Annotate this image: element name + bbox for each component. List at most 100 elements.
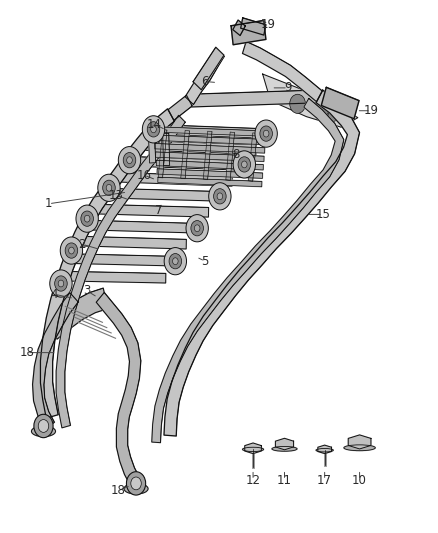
Text: 16: 16 bbox=[136, 168, 152, 182]
Circle shape bbox=[169, 254, 182, 269]
Polygon shape bbox=[276, 438, 293, 450]
Circle shape bbox=[173, 258, 178, 264]
Circle shape bbox=[241, 161, 247, 168]
Circle shape bbox=[260, 126, 272, 141]
Text: 8: 8 bbox=[232, 148, 239, 161]
Circle shape bbox=[131, 477, 141, 490]
Circle shape bbox=[217, 193, 223, 200]
Polygon shape bbox=[75, 236, 186, 249]
Polygon shape bbox=[245, 443, 261, 454]
Circle shape bbox=[233, 151, 255, 178]
Circle shape bbox=[263, 130, 269, 137]
Polygon shape bbox=[32, 293, 78, 430]
Polygon shape bbox=[153, 127, 266, 136]
Circle shape bbox=[81, 211, 93, 227]
Polygon shape bbox=[155, 152, 264, 161]
Text: 18: 18 bbox=[110, 484, 125, 497]
Text: 12: 12 bbox=[246, 474, 261, 487]
Polygon shape bbox=[96, 204, 208, 217]
Text: 15: 15 bbox=[315, 208, 330, 221]
Polygon shape bbox=[140, 141, 256, 155]
Polygon shape bbox=[321, 87, 359, 119]
Polygon shape bbox=[66, 254, 175, 266]
Circle shape bbox=[50, 270, 72, 297]
Circle shape bbox=[60, 237, 83, 264]
Circle shape bbox=[164, 247, 187, 275]
Circle shape bbox=[315, 103, 328, 119]
Polygon shape bbox=[348, 435, 371, 449]
Ellipse shape bbox=[124, 483, 148, 494]
Text: 19: 19 bbox=[261, 18, 276, 31]
Circle shape bbox=[208, 183, 231, 210]
Text: 17: 17 bbox=[317, 474, 332, 487]
Text: 9: 9 bbox=[284, 82, 292, 94]
Text: 3: 3 bbox=[84, 285, 91, 297]
Polygon shape bbox=[193, 47, 224, 90]
Circle shape bbox=[142, 116, 165, 143]
Text: 19: 19 bbox=[364, 104, 378, 117]
Circle shape bbox=[38, 419, 49, 432]
Text: 1: 1 bbox=[45, 197, 53, 211]
Text: 13: 13 bbox=[109, 189, 124, 202]
Ellipse shape bbox=[272, 447, 297, 451]
Polygon shape bbox=[156, 160, 263, 170]
Circle shape bbox=[214, 189, 226, 204]
Circle shape bbox=[98, 174, 120, 201]
Polygon shape bbox=[85, 220, 197, 233]
Text: 6: 6 bbox=[201, 75, 209, 88]
Circle shape bbox=[147, 122, 160, 137]
Polygon shape bbox=[157, 169, 263, 179]
Text: 5: 5 bbox=[201, 255, 209, 268]
Polygon shape bbox=[181, 131, 190, 179]
Polygon shape bbox=[56, 115, 185, 428]
Circle shape bbox=[127, 157, 132, 164]
Circle shape bbox=[194, 225, 200, 232]
Circle shape bbox=[328, 109, 339, 122]
Circle shape bbox=[123, 152, 136, 168]
Text: 10: 10 bbox=[352, 474, 367, 487]
Polygon shape bbox=[318, 445, 332, 454]
Polygon shape bbox=[148, 131, 155, 163]
Polygon shape bbox=[47, 288, 108, 339]
Circle shape bbox=[255, 120, 277, 147]
Polygon shape bbox=[158, 130, 167, 178]
Polygon shape bbox=[117, 172, 232, 186]
Polygon shape bbox=[233, 20, 245, 36]
Polygon shape bbox=[152, 99, 344, 443]
Polygon shape bbox=[189, 90, 320, 107]
Circle shape bbox=[191, 221, 204, 236]
Polygon shape bbox=[226, 132, 234, 181]
Polygon shape bbox=[40, 109, 174, 418]
Polygon shape bbox=[154, 135, 265, 144]
Text: 14: 14 bbox=[147, 118, 162, 131]
Polygon shape bbox=[248, 133, 257, 181]
Circle shape bbox=[118, 147, 141, 174]
Polygon shape bbox=[153, 125, 266, 139]
Ellipse shape bbox=[344, 445, 375, 451]
Text: 11: 11 bbox=[277, 474, 292, 487]
Circle shape bbox=[186, 215, 208, 242]
Text: 7: 7 bbox=[155, 204, 162, 216]
Circle shape bbox=[238, 157, 251, 172]
Polygon shape bbox=[231, 20, 266, 45]
Polygon shape bbox=[106, 188, 220, 201]
Polygon shape bbox=[203, 131, 212, 180]
Circle shape bbox=[58, 280, 64, 287]
Circle shape bbox=[85, 215, 90, 222]
Polygon shape bbox=[155, 143, 265, 153]
Circle shape bbox=[151, 126, 156, 133]
Polygon shape bbox=[158, 177, 262, 187]
Circle shape bbox=[290, 94, 305, 114]
Polygon shape bbox=[164, 90, 360, 436]
Circle shape bbox=[106, 184, 112, 191]
Circle shape bbox=[69, 247, 74, 254]
Polygon shape bbox=[60, 271, 166, 283]
Polygon shape bbox=[240, 18, 266, 35]
Text: 2: 2 bbox=[78, 238, 86, 251]
Polygon shape bbox=[168, 95, 192, 120]
Polygon shape bbox=[243, 42, 322, 102]
Circle shape bbox=[76, 205, 98, 232]
Ellipse shape bbox=[316, 449, 333, 452]
Polygon shape bbox=[162, 133, 170, 166]
Circle shape bbox=[55, 276, 67, 291]
